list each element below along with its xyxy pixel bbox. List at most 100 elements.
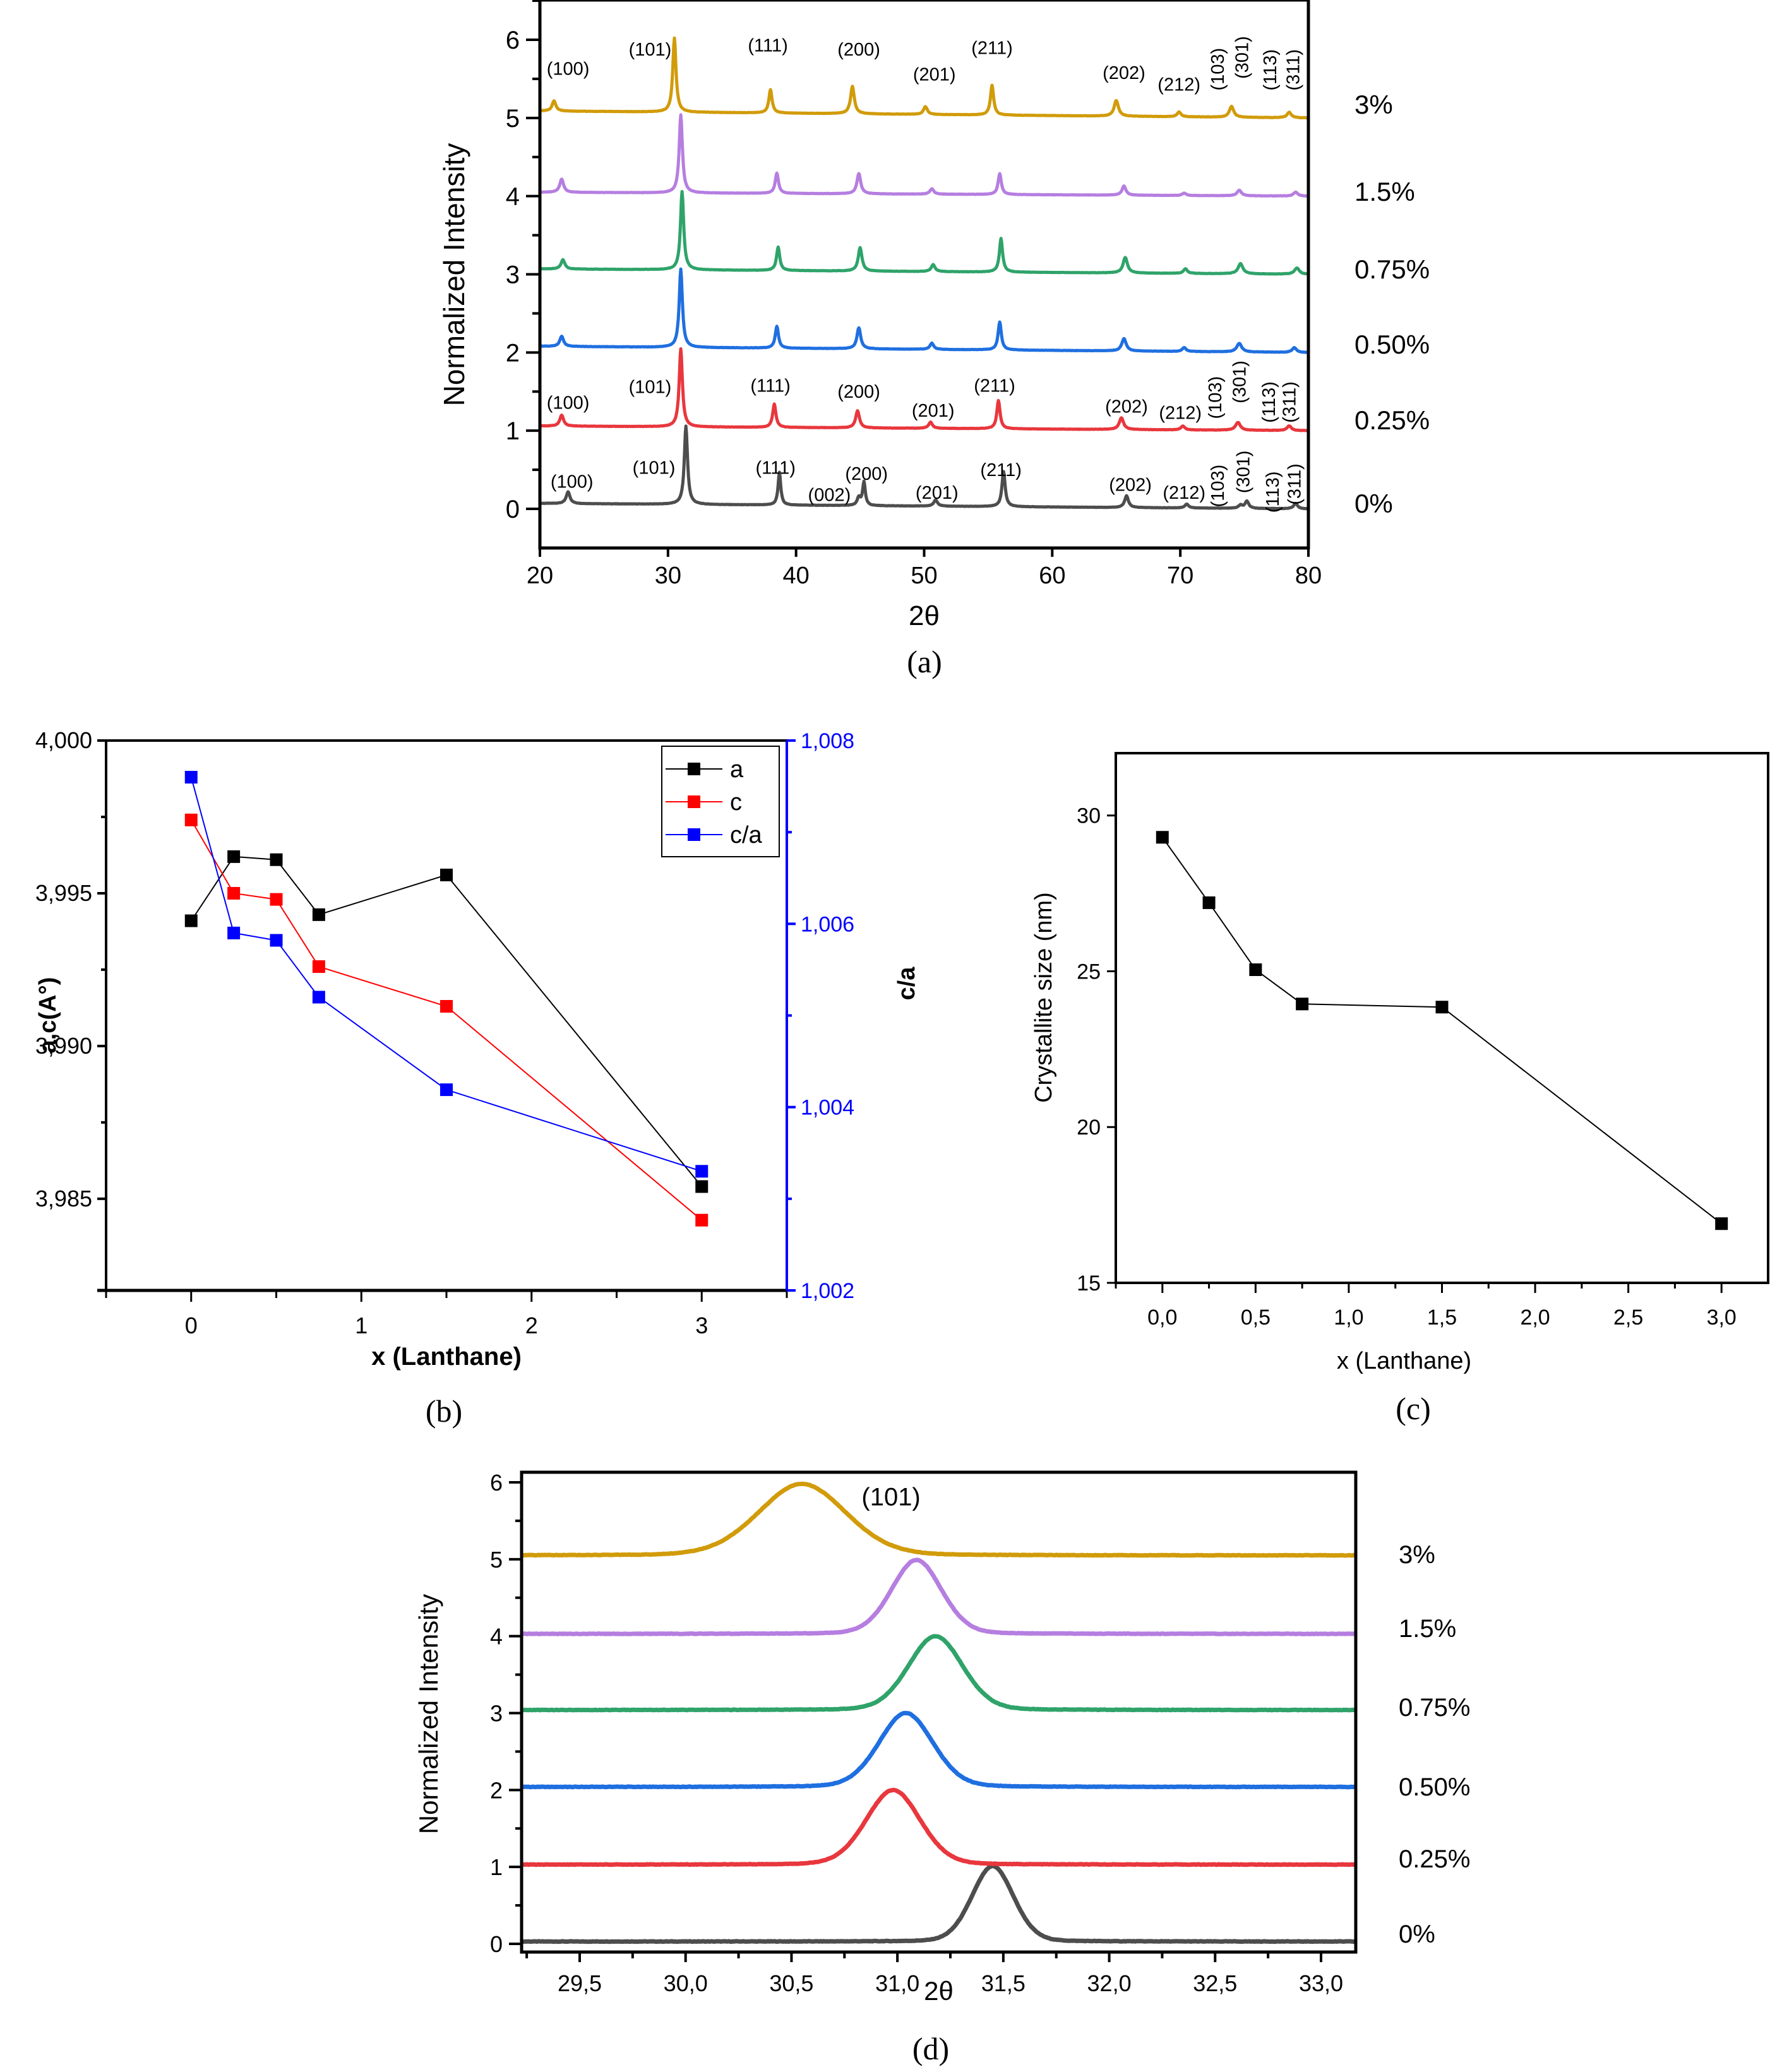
series-line-025 xyxy=(519,1787,1356,1867)
peak-label: (100) xyxy=(551,472,594,492)
y-axis-label: Crystallite size (nm) xyxy=(1031,892,1057,1103)
x-tick-label: 31,0 xyxy=(875,1970,919,1996)
y-tick-label: 0 xyxy=(490,1931,503,1957)
y-tick-label: 4,000 xyxy=(35,727,92,753)
series-label: 0.25% xyxy=(1354,405,1430,435)
x-tick-label: 0 xyxy=(185,1313,198,1338)
legend-marker xyxy=(688,763,700,775)
y-tick-label: 5 xyxy=(490,1547,503,1573)
y-tick-label: 3 xyxy=(506,261,520,289)
x-tick-label: 32,5 xyxy=(1193,1970,1237,1996)
x-tick-label: 2,0 xyxy=(1520,1306,1550,1330)
series-line-c xyxy=(190,819,702,1221)
series-line-3 xyxy=(539,36,1310,120)
peak-label: (201) xyxy=(913,64,956,85)
peak-label: (100) xyxy=(547,59,590,80)
y-tick-label: 25 xyxy=(1077,960,1101,984)
peak-label: (002) xyxy=(808,485,851,506)
peak-label: (301) xyxy=(1234,451,1254,494)
data-point-a xyxy=(184,914,198,927)
x-tick-label: 80 xyxy=(1295,563,1322,589)
peak-label: (103) xyxy=(1205,376,1226,419)
x-axis-label: 2θ xyxy=(924,1976,954,2006)
y-right-tick-label: 1,008 xyxy=(801,729,854,753)
series-line-075 xyxy=(539,190,1310,276)
peak-label: (113) xyxy=(1259,381,1279,423)
x-tick-label: 20 xyxy=(527,563,553,589)
peak-label: (311) xyxy=(1285,463,1305,505)
peak-label: (202) xyxy=(1109,475,1152,496)
panel-d-101-peak-zoom: 29,5 30,0 30,5 31,0 31,5 32,0 32,5 33,0 0 1 2 3 4 5 6 (… xyxy=(414,1470,1470,2066)
peak-label: (211) xyxy=(971,38,1013,58)
series-line-a xyxy=(190,855,703,1188)
data-point-ca xyxy=(184,771,198,784)
y-tick-label: 0 xyxy=(506,496,520,523)
y-axis-label: Normalized Intensity xyxy=(414,1594,443,1834)
x-tick-label: 30,5 xyxy=(769,1970,813,1996)
y-tick-label: 6 xyxy=(490,1470,503,1496)
x-tick-label: 3 xyxy=(695,1313,708,1338)
data-point xyxy=(1296,997,1309,1011)
legend-marker xyxy=(688,795,700,808)
series-line xyxy=(1161,837,1722,1224)
series-label: 1.5% xyxy=(1354,177,1415,206)
series-label: 0.25% xyxy=(1399,1845,1470,1873)
series-line-3 xyxy=(519,1481,1356,1558)
peak-label: (103) xyxy=(1208,465,1228,508)
x-tick-label: 33,0 xyxy=(1299,1970,1343,1996)
x-axis-label: x (Lanthane) xyxy=(1337,1348,1471,1374)
y-tick-label: 6 xyxy=(506,27,520,54)
panel-a-xrd-patterns: 20 30 40 50 60 70 80 0 1 2 3 4 5 6 2θ Normalized Intens… xyxy=(438,0,1430,679)
x-tick-label: 29,5 xyxy=(558,1970,602,1996)
series-line-ca xyxy=(190,777,702,1172)
series-label: 3% xyxy=(1354,90,1393,119)
y-axis-label: a,c(A°) xyxy=(35,977,61,1054)
data-point-ca xyxy=(227,926,241,939)
peak-label: (103) xyxy=(1208,48,1228,91)
x-tick-label: 31,5 xyxy=(981,1970,1026,1996)
peak-label: (212) xyxy=(1163,483,1205,503)
series-line-050 xyxy=(519,1710,1356,1790)
x-tick-label: 40 xyxy=(783,563,810,589)
x-tick-label: 2,5 xyxy=(1613,1306,1643,1330)
data-point xyxy=(1249,963,1262,977)
y-tick-label: 15 xyxy=(1077,1271,1101,1295)
data-point-c xyxy=(440,999,453,1013)
x-tick-label: 70 xyxy=(1167,563,1193,589)
y-tick-label: 2 xyxy=(490,1777,503,1803)
y-right-axis-label: c/a xyxy=(894,967,920,1001)
data-point-c xyxy=(695,1213,709,1227)
panel-label-a: (a) xyxy=(907,644,942,679)
data-point-ca xyxy=(312,991,325,1004)
x-tick-label: 30,0 xyxy=(664,1970,708,1996)
data-point-a xyxy=(695,1180,709,1193)
y-tick-label: 30 xyxy=(1077,804,1101,828)
data-point-ca xyxy=(270,934,283,947)
panel-label-d: (d) xyxy=(912,2031,949,2066)
data-point-a xyxy=(440,868,453,881)
peak-label: (201) xyxy=(916,483,959,503)
x-tick-label: 0,5 xyxy=(1241,1306,1271,1330)
series-line-025 xyxy=(539,347,1310,432)
y-tick-label: 5 xyxy=(506,105,520,133)
data-point xyxy=(1435,1001,1449,1014)
x-tick-label: 1,0 xyxy=(1334,1306,1363,1330)
y-tick-label: 2 xyxy=(506,339,520,367)
legend-marker xyxy=(688,828,700,841)
peak-label: (101) xyxy=(633,458,676,478)
peak-label: (113) xyxy=(1263,472,1283,513)
y-tick-label: 3,990 xyxy=(35,1033,92,1059)
x-tick-label: 30 xyxy=(655,563,681,589)
y-tick-label: 1 xyxy=(490,1854,503,1880)
peak-label: (212) xyxy=(1159,403,1202,424)
y-tick-label: 1 xyxy=(506,417,520,445)
x-tick-label: 2 xyxy=(525,1313,538,1338)
x-tick-label: 50 xyxy=(911,563,937,589)
peak-label: (211) xyxy=(980,460,1022,480)
series-label: 0% xyxy=(1354,489,1393,518)
data-point xyxy=(1156,831,1169,844)
panel-label-b: (b) xyxy=(426,1393,462,1429)
series-line-050 xyxy=(539,267,1310,354)
peak-label: (200) xyxy=(837,382,880,402)
